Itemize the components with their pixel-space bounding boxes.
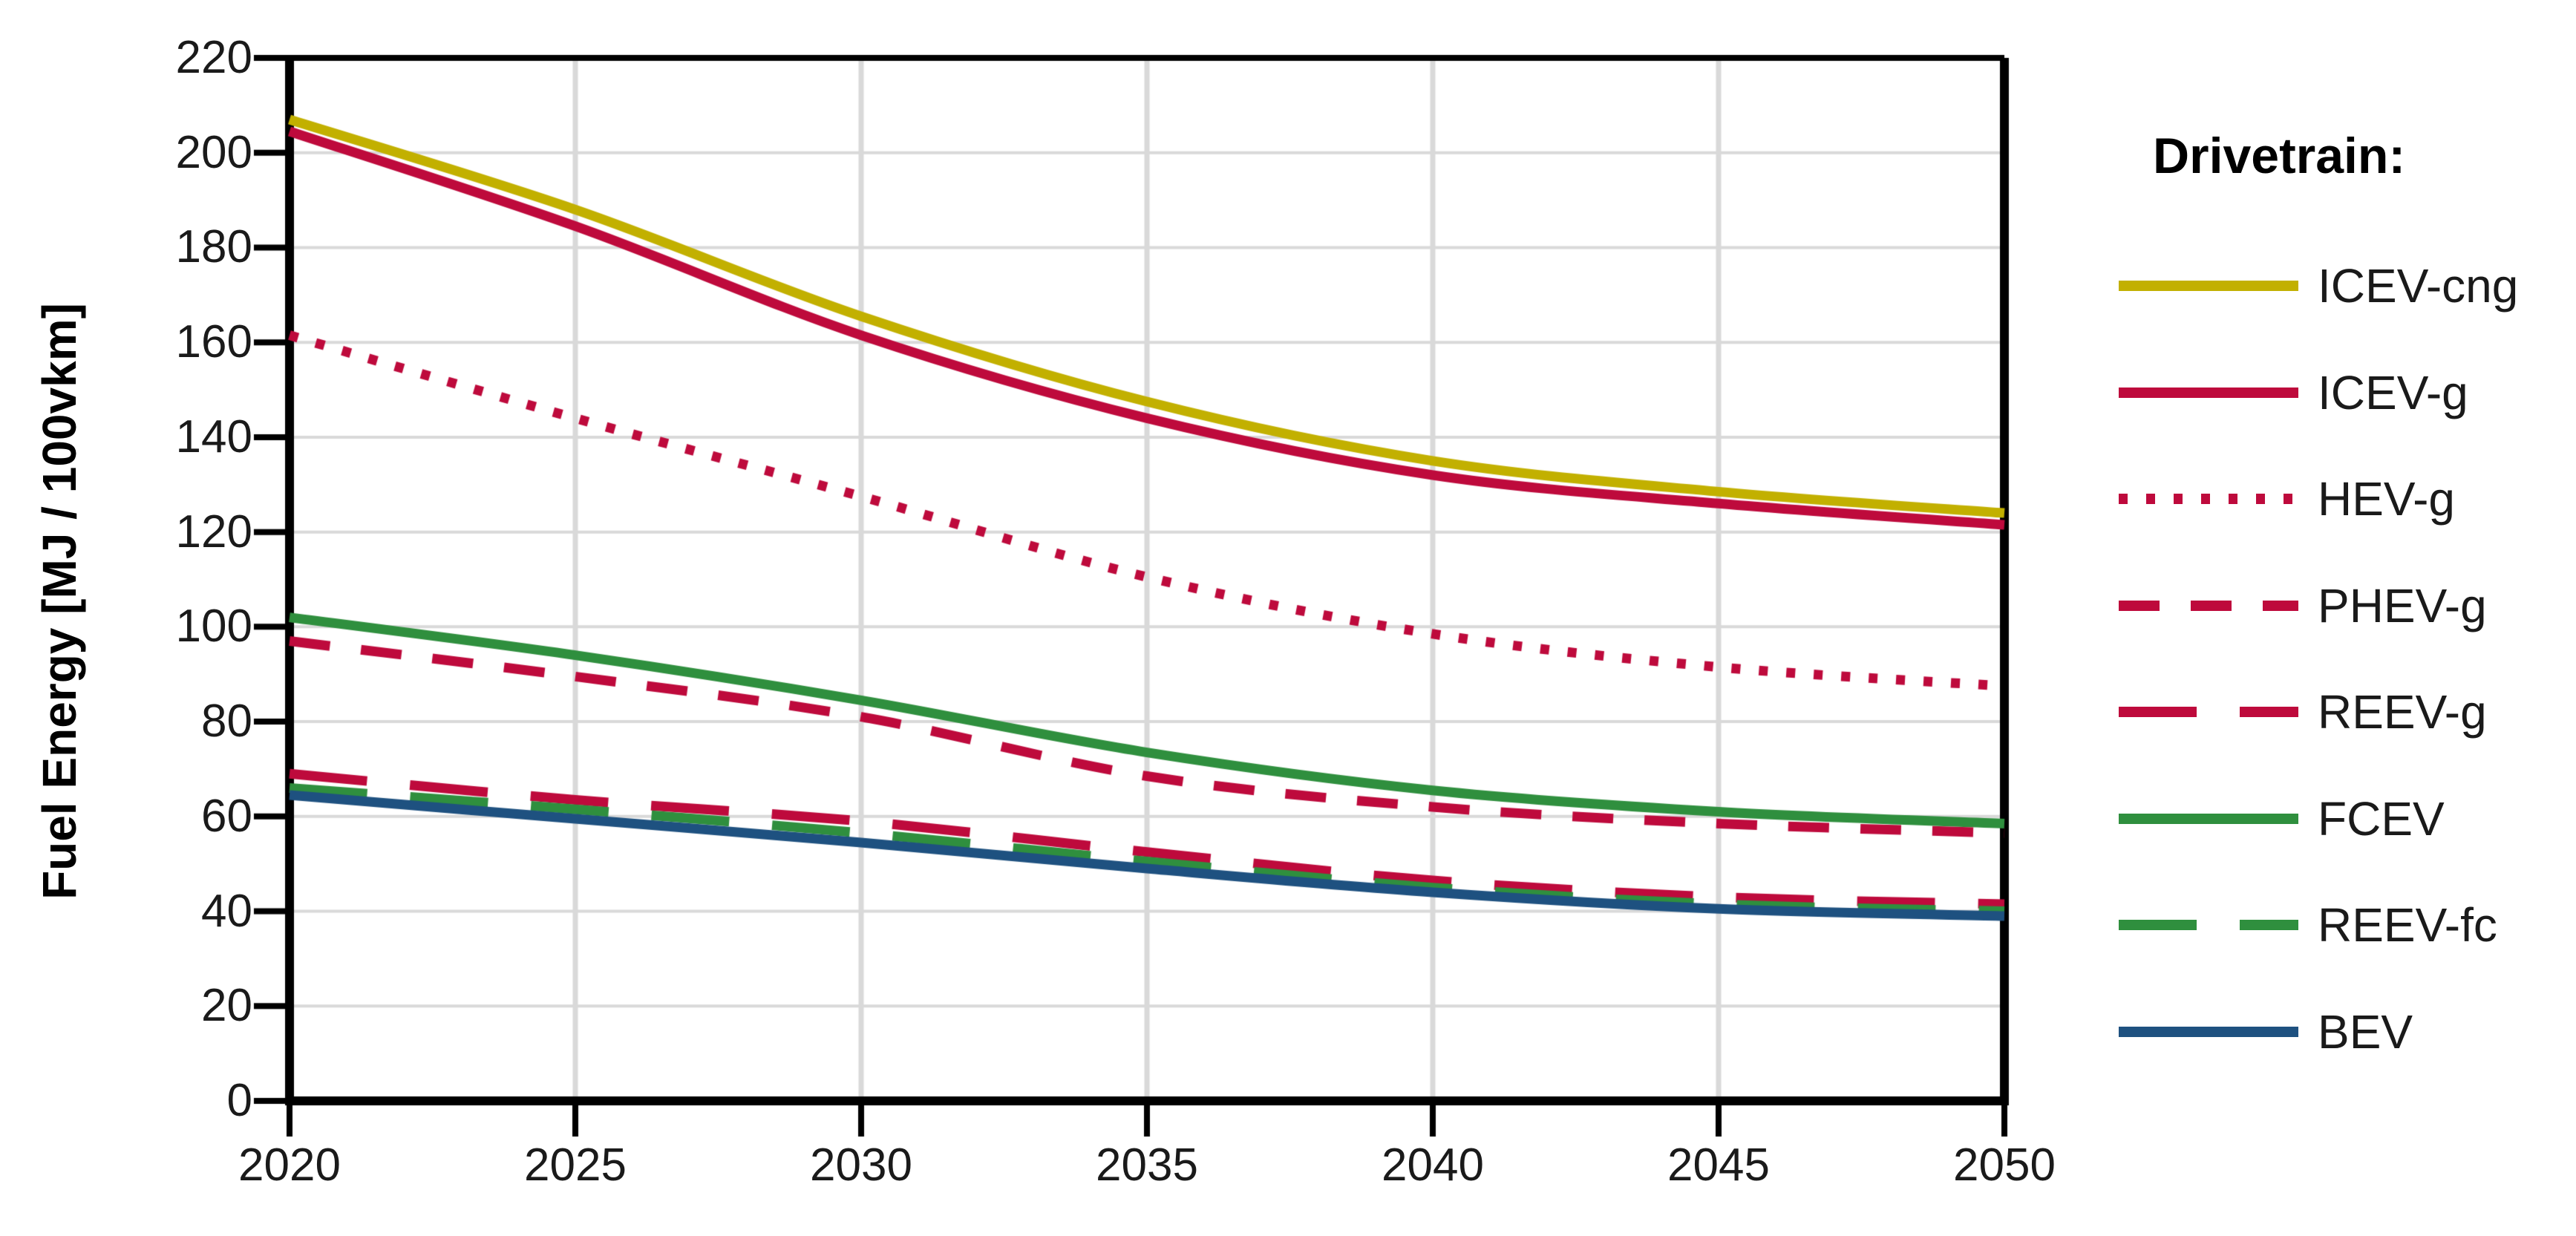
x-axis-tick-label: 2035 bbox=[1096, 1139, 1198, 1191]
legend-line-sample-icon bbox=[2119, 281, 2298, 291]
legend-item-icev-g: ICEV-g bbox=[2116, 359, 2468, 426]
legend-label: PHEV-g bbox=[2318, 578, 2487, 632]
legend-item-hev-g: HEV-g bbox=[2116, 465, 2455, 532]
y-axis-tick-label: 100 bbox=[175, 601, 252, 653]
legend-line-sample-icon bbox=[2119, 600, 2298, 611]
legend-label: ICEV-g bbox=[2318, 365, 2468, 419]
legend-line-sample-icon bbox=[2119, 387, 2298, 398]
legend-label: REEV-fc bbox=[2318, 898, 2497, 952]
y-axis-tick-label: 40 bbox=[201, 885, 252, 937]
legend-item-icev-cng: ICEV-cng bbox=[2116, 252, 2518, 319]
x-axis-tick-label: 2030 bbox=[810, 1139, 912, 1191]
legend-item-phev-g: PHEV-g bbox=[2116, 572, 2487, 639]
x-axis-tick-label: 2025 bbox=[524, 1139, 627, 1191]
legend-line-sample-icon bbox=[2119, 494, 2298, 504]
y-axis-tick-label: 60 bbox=[201, 790, 252, 842]
legend-label: BEV bbox=[2318, 1004, 2413, 1059]
legend-item-fcev: FCEV bbox=[2116, 785, 2445, 852]
x-axis-tick-label: 2040 bbox=[1382, 1139, 1484, 1191]
legend-line-sample-icon bbox=[2119, 1026, 2298, 1037]
legend-label: REEV-g bbox=[2318, 685, 2487, 739]
legend-item-reev-g: REEV-g bbox=[2116, 679, 2487, 745]
legend-label: HEV-g bbox=[2318, 472, 2455, 526]
y-axis-tick-label: 160 bbox=[175, 316, 252, 368]
y-axis-tick-label: 220 bbox=[175, 32, 252, 83]
legend-label: FCEV bbox=[2318, 791, 2445, 846]
legend-title: Drivetrain: bbox=[2153, 128, 2406, 184]
x-axis-tick-label: 2045 bbox=[1667, 1139, 1770, 1191]
y-axis-tick-label: 20 bbox=[201, 980, 252, 1032]
y-axis-tick-label: 200 bbox=[175, 126, 252, 178]
legend-line-sample-icon bbox=[2119, 813, 2298, 824]
legend-line-sample-icon bbox=[2119, 707, 2298, 717]
legend-label: ICEV-cng bbox=[2318, 259, 2519, 313]
y-axis-tick-label: 120 bbox=[175, 506, 252, 557]
x-axis-tick-label: 2050 bbox=[1953, 1139, 2056, 1191]
y-axis-tick-label: 80 bbox=[201, 696, 252, 748]
y-axis-tick-label: 140 bbox=[175, 411, 252, 462]
legend-item-bev: BEV bbox=[2116, 998, 2413, 1065]
legend-item-reev-fc: REEV-fc bbox=[2116, 892, 2497, 958]
y-axis-tick-label: 180 bbox=[175, 221, 252, 273]
x-axis-tick-label: 2020 bbox=[238, 1139, 341, 1191]
y-axis-tick-label: 0 bbox=[226, 1075, 252, 1126]
legend-line-sample-icon bbox=[2119, 920, 2298, 930]
